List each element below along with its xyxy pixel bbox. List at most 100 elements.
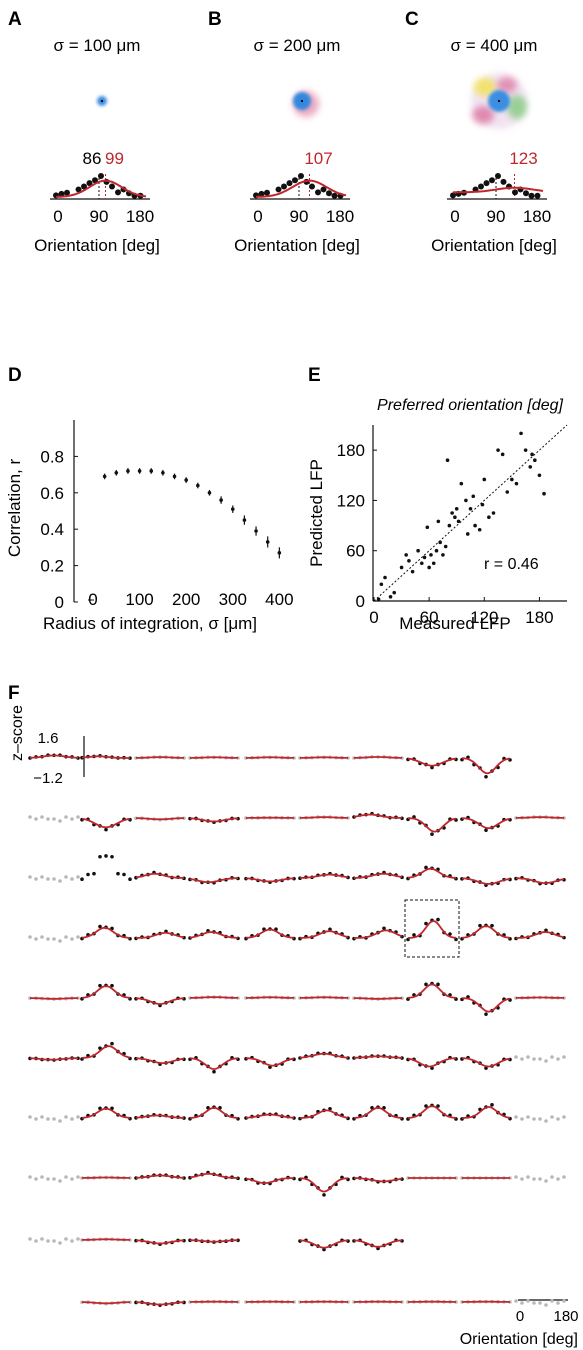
e-data-point (443, 544, 448, 549)
f-excluded-point (64, 1175, 68, 1179)
tuning-point (326, 190, 332, 197)
f-cell (188, 928, 240, 941)
e-plot: 00 60 60 120 120 180 180 (337, 424, 568, 627)
f-scale-bottom: −1.2 (33, 770, 63, 787)
f-fit-curve (354, 872, 403, 879)
f-data-point (382, 926, 386, 931)
f-fit-curve (515, 877, 565, 884)
e-data-point (482, 477, 487, 482)
tuning-fit-curve (452, 186, 544, 194)
panel-title: σ = 100 μm (54, 36, 141, 55)
d-data-point (242, 518, 247, 522)
f-data-point (104, 827, 108, 832)
tuning-point (86, 180, 93, 187)
f-excluded-point (526, 1175, 530, 1179)
f-cell (298, 755, 350, 760)
f-fit-curve (300, 1109, 349, 1119)
e-data-point (530, 452, 534, 457)
f-data-point (436, 917, 440, 922)
e-annotation: r = 0.46 (484, 556, 539, 573)
x-tick-label: 180 (523, 207, 551, 226)
panel-title: σ = 200 μm (254, 36, 341, 55)
f-fit-curve (407, 1105, 457, 1119)
f-fit-curve (246, 756, 294, 759)
e-data-point (427, 565, 431, 570)
f-excluded-point (532, 1057, 536, 1061)
e-data-point (407, 558, 411, 563)
rf-image (97, 96, 107, 106)
e-data-point (388, 595, 393, 599)
f-fit-curve (299, 930, 349, 939)
f-fit-curve (81, 1107, 131, 1119)
f-fit-curve (135, 1057, 185, 1064)
f-cell (80, 854, 132, 882)
tuning-point (64, 189, 70, 196)
f-excluded-point (40, 1175, 44, 1179)
f-cell (298, 1299, 350, 1304)
tuning-point (115, 189, 121, 196)
f-excluded-point (34, 1177, 38, 1181)
x-tick-label: 90 (487, 207, 506, 226)
f-cell (406, 981, 458, 1001)
panel-f: F z–score 1.6 −1.2 0 180 Orientation [de… (8, 683, 579, 1348)
f-fit-curve (189, 1106, 239, 1119)
d-data-point (114, 470, 119, 475)
f-fit-curve (299, 1239, 349, 1249)
f-cell (460, 755, 512, 779)
f-excluded-point (556, 1117, 560, 1121)
f-cell (406, 815, 458, 836)
e-data-point (441, 553, 445, 557)
f-excluded-point (34, 877, 38, 881)
e-x-tick-label: 120 (470, 608, 498, 627)
f-cell (298, 927, 350, 941)
f-fit-curve (135, 932, 185, 939)
f-cell (514, 928, 566, 941)
e-data-point (399, 565, 404, 570)
d-xlabel: Radius of integration, σ [μm] (43, 614, 257, 633)
f-fit-curve (189, 1239, 239, 1243)
f-cell (134, 1113, 186, 1120)
f-cell (80, 817, 132, 832)
f-fit-curve (300, 873, 349, 879)
f-excluded-point (64, 935, 68, 939)
f-excluded-point (28, 815, 32, 819)
f-data-point (436, 982, 440, 987)
f-cell (244, 876, 296, 885)
f-data-point (212, 1069, 216, 1074)
f-data-point (328, 927, 332, 932)
e-data-point (454, 507, 459, 511)
tuning-point (275, 186, 282, 193)
f-cell (460, 995, 512, 1016)
f-excluded-point (76, 1115, 80, 1119)
f-cell (188, 1238, 240, 1244)
f-cell (514, 1299, 566, 1307)
e-data-point (480, 502, 485, 507)
tuning-point (495, 173, 501, 179)
f-excluded-point (52, 1117, 56, 1121)
e-data-point (477, 527, 482, 532)
e-data-point (496, 448, 500, 452)
f-cell (514, 995, 566, 1000)
f-fit-curve (354, 1177, 403, 1183)
f-data-point (484, 1066, 488, 1070)
f-cell (134, 929, 186, 941)
d-data-point (149, 469, 154, 473)
f-cell (134, 1238, 186, 1247)
f-excluded-point (532, 1301, 536, 1305)
f-fit-curve (29, 754, 79, 759)
f-data-point (128, 877, 132, 882)
tuning-point (92, 177, 98, 184)
panel-c: Cσ = 400 μm 123 0 90 180 Orientation [deg] (405, 9, 557, 255)
d-data-point (207, 491, 212, 495)
f-excluded-point (538, 1177, 542, 1181)
f-cell (244, 995, 296, 1000)
f-excluded-point (70, 1117, 74, 1121)
e-data-point (436, 519, 441, 524)
e-data-point (445, 458, 450, 463)
f-cell (134, 1300, 186, 1307)
f-excluded-point (556, 1301, 560, 1305)
predicted-pref-label: 99 (105, 149, 124, 168)
e-data-point (456, 519, 461, 524)
f-cell (352, 870, 404, 881)
f-excluded-point (40, 875, 44, 879)
